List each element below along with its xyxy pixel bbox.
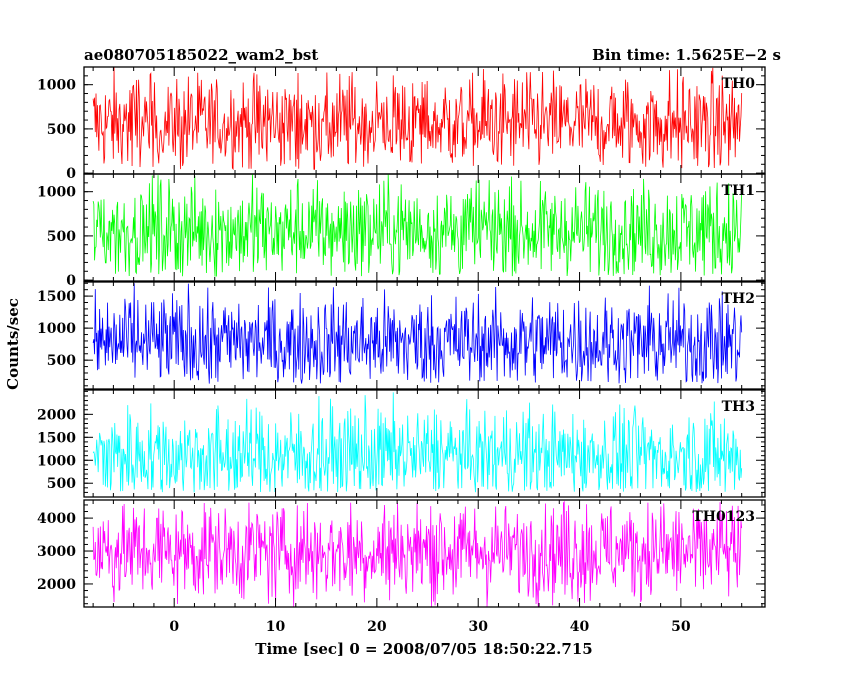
series-line-th2 [92, 283, 743, 384]
y-tick-label: 3000 [37, 544, 76, 560]
x-axis: 0 10 20 30 40 50 [169, 619, 691, 635]
y-tick-label: 500 [47, 229, 76, 245]
y-axis-label: Counts/sec [4, 298, 22, 390]
panel-name-label: TH2 [722, 291, 755, 307]
x-tick-label: 40 [570, 619, 590, 635]
y-tick-label: 0 [66, 273, 76, 289]
y-tick-label: 500 [47, 122, 76, 138]
panel-name-label: TH0123 [692, 509, 755, 525]
y-tick-label: 1000 [37, 185, 76, 201]
chart-title-right: Bin time: 1.5625E−2 s [592, 46, 781, 64]
x-tick-label: 0 [169, 619, 179, 635]
panel-name-label: TH1 [722, 183, 755, 199]
y-tick-label: 1000 [37, 453, 76, 469]
series-line-th1 [92, 174, 743, 277]
panel-frame [83, 389, 766, 498]
series-line-th3 [92, 392, 743, 493]
panel-th1: 0 500 1000 TH1 [37, 173, 766, 289]
y-tick-label: 0 [66, 166, 76, 182]
y-tick-label: 1500 [37, 289, 76, 305]
y-tick-label: 2000 [37, 407, 76, 423]
panel-th0123: 2000 3000 4000 TH0123 [37, 499, 766, 608]
y-tick-label: 4000 [37, 511, 76, 527]
series-line-th0 [92, 67, 743, 171]
x-tick-label: 30 [468, 619, 488, 635]
x-tick-label: 50 [671, 619, 691, 635]
y-tick-label: 2000 [37, 577, 76, 593]
y-tick-label: 500 [47, 476, 76, 492]
panel-th2: 500 1000 1500 TH2 [37, 281, 766, 390]
panel-name-label: TH0 [722, 76, 756, 92]
panel-frame [83, 281, 766, 390]
x-tick-label: 10 [266, 619, 286, 635]
panel-th0: 0 500 1000 TH0 [37, 66, 766, 182]
series-line-th0123 [92, 500, 743, 608]
x-tick-label: 20 [367, 619, 387, 635]
panel-name-label: TH3 [722, 399, 755, 415]
y-tick-label: 1000 [37, 321, 76, 337]
y-tick-label: 1500 [37, 430, 76, 446]
chart-title-left: ae080705185022_wam2_bst [84, 46, 318, 64]
y-tick-label: 1000 [37, 78, 76, 94]
x-axis-label: Time [sec] 0 = 2008/07/05 18:50:22.715 [255, 640, 592, 658]
panel-frame [83, 499, 766, 608]
y-tick-label: 500 [47, 353, 76, 369]
panels-group: 0 500 1000 TH0 0 500 1000 TH1 500 1000 1500 TH2 500 1… [37, 66, 766, 608]
panel-th3: 500 1000 1500 2000 TH3 [37, 389, 766, 498]
